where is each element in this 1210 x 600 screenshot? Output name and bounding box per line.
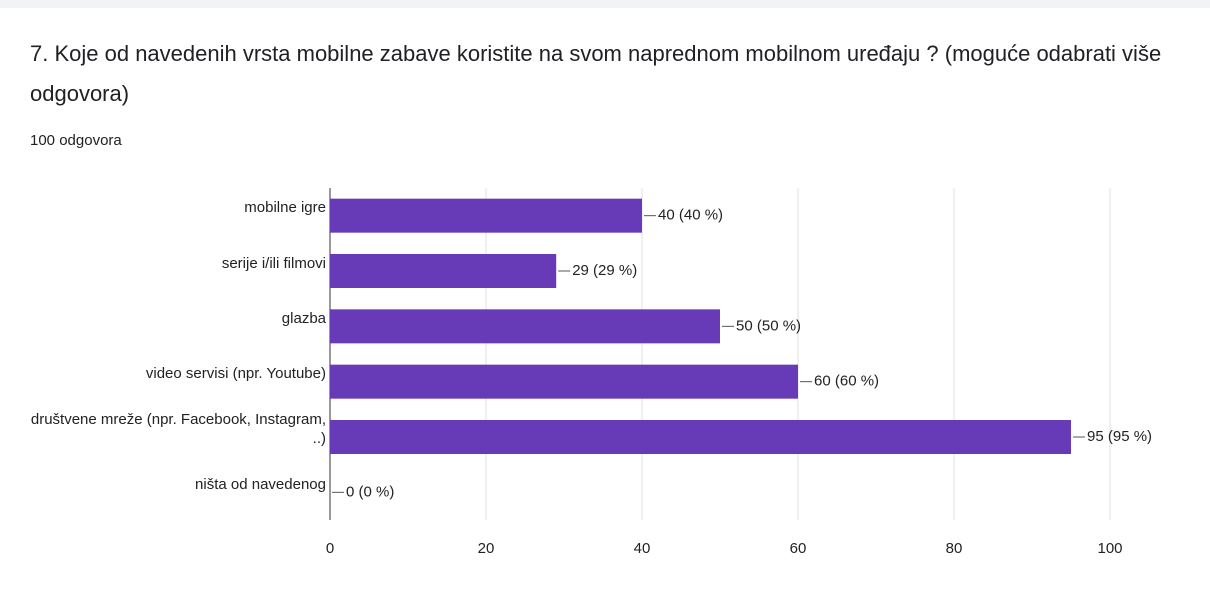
y-tick-label: video servisi (npr. Youtube) [145, 365, 326, 383]
bar [330, 198, 642, 233]
value-label: 29 (29 %) [572, 262, 637, 279]
y-tick-label: mobilne igre [244, 199, 326, 217]
bar [330, 420, 1071, 454]
value-label: 60 (60 %) [814, 373, 879, 390]
y-tick-label: serije i/ili filmovi [221, 254, 326, 272]
y-tick-label: društvene mreže (npr. Facebook, Instagra… [30, 411, 326, 447]
x-tick-label: 0 [326, 540, 334, 557]
chart: 0 20 40 60 80 100 40 (40 %) 29 (29 %) 50 (50 %) 6… [326, 188, 1152, 557]
x-tick-label: 40 [634, 540, 651, 557]
y-tick-label: glazba [281, 309, 326, 327]
value-label: 95 (95 %) [1087, 428, 1152, 445]
value-label: 50 (50 %) [736, 317, 801, 334]
x-tick-label: 20 [478, 540, 495, 557]
response-count: 100 odgovora [30, 132, 122, 149]
value-label: 0 (0 %) [346, 483, 394, 500]
bar [330, 254, 557, 288]
value-label: 40 (40 %) [658, 207, 723, 224]
bar [330, 364, 798, 399]
bar [330, 309, 720, 344]
x-tick-label: 80 [946, 540, 963, 557]
x-tick-label: 60 [790, 540, 807, 557]
x-tick-label: 100 [1097, 540, 1122, 557]
y-tick-label: ništa od navedenog [195, 475, 326, 493]
chart-title: 7. Koje od navedenih vrsta mobilne zabav… [30, 41, 1162, 106]
